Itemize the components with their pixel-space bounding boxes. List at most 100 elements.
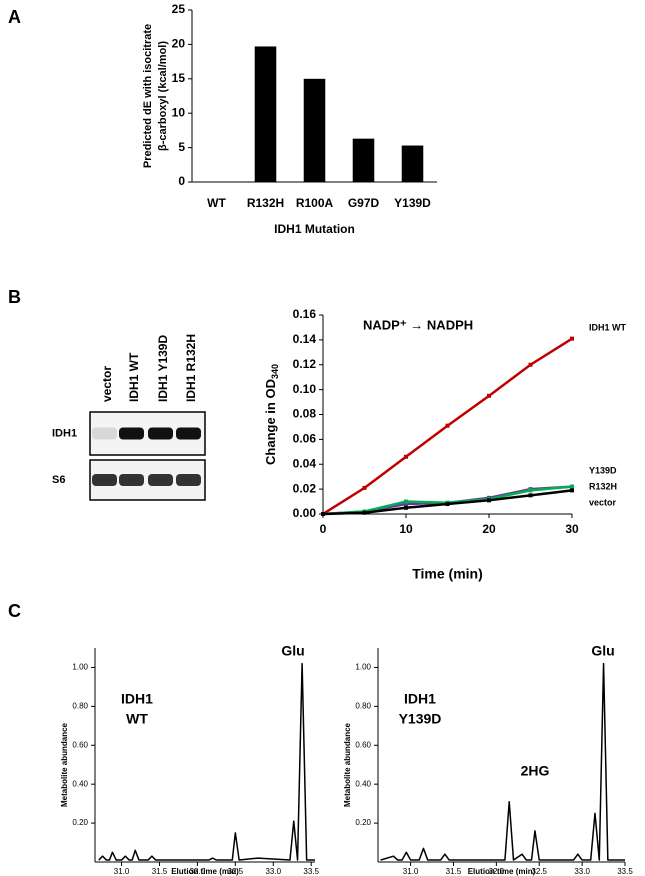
blot-band — [148, 427, 173, 440]
x-tick-label: 32.0 — [190, 867, 206, 876]
x-tick-label: 33.5 — [303, 867, 319, 876]
sample-label: Y139D — [399, 711, 442, 727]
marker — [445, 502, 450, 507]
marker — [404, 502, 408, 507]
peak-label: 2HG — [521, 763, 550, 779]
blot-band — [176, 427, 201, 440]
x-tick-label: 32.5 — [531, 867, 547, 876]
marker — [528, 493, 533, 498]
y-tick-label: 0.20 — [72, 818, 88, 827]
peak-label: Glu — [281, 643, 304, 659]
y-axis-label: Metabolite abundance — [60, 722, 69, 807]
y-tick-label: 0 — [178, 174, 185, 188]
marker — [487, 498, 491, 503]
x-axis-label: IDH1 Mutation — [274, 222, 355, 236]
marker — [570, 336, 574, 341]
sample-label: IDH1 — [404, 691, 436, 707]
y-tick-label: 0.12 — [293, 357, 317, 371]
marker — [404, 505, 408, 510]
y-tick-label: 1.00 — [355, 663, 371, 672]
panel-label: C — [8, 601, 21, 621]
marker — [570, 488, 574, 493]
blot-band — [92, 427, 117, 440]
bar — [401, 145, 424, 182]
lane-label: IDH1 Y139D — [156, 335, 170, 402]
y-tick-label: 0.06 — [293, 432, 317, 446]
y-tick-label: 0.20 — [355, 818, 371, 827]
x-tick-label: 31.5 — [446, 867, 462, 876]
blot-band — [176, 474, 201, 486]
sample-label: WT — [126, 711, 148, 727]
y-tick-label: 0.16 — [293, 307, 317, 321]
x-tick-label: Y139D — [394, 196, 431, 210]
x-tick-label: R100A — [296, 196, 334, 210]
series-label: Y139D — [589, 465, 617, 475]
y-tick-label: 5 — [178, 140, 185, 154]
y-tick-label: 10 — [172, 105, 186, 119]
y-axis-label: β-carboxyl (kcal/mol) — [157, 41, 169, 151]
y-tick-label: 0.08 — [293, 407, 317, 421]
annotation: NADP⁺ → NADPH — [363, 317, 473, 332]
lane-label: vector — [100, 366, 114, 402]
bar — [352, 138, 375, 182]
marker — [321, 512, 325, 516]
marker — [570, 484, 574, 489]
lane-label: IDH1 WT — [127, 352, 141, 402]
y-tick-label: 0.10 — [293, 382, 317, 396]
blot-band — [92, 474, 117, 486]
marker — [362, 485, 367, 490]
x-tick-label: WT — [207, 196, 226, 210]
x-tick-label: 33.0 — [265, 867, 281, 876]
row-label: S6 — [52, 474, 65, 486]
x-axis-label: Elution time (min) — [171, 867, 239, 876]
series-label: R132H — [589, 481, 617, 491]
chromatogram-line — [98, 662, 315, 861]
row-label: IDH1 — [52, 427, 77, 439]
x-tick-label: 0 — [320, 522, 327, 536]
y-axis-label: Predicted dE with isocitrate — [142, 24, 154, 168]
y-axis-label: Change in OD340 — [263, 364, 280, 465]
y-tick-label: 0.04 — [293, 456, 317, 470]
y-tick-label: 0.40 — [72, 779, 88, 788]
y-tick-label: 0.80 — [72, 701, 88, 710]
marker — [404, 454, 408, 459]
bar — [254, 46, 277, 182]
y-tick-label: 0.80 — [355, 701, 371, 710]
y-tick-label: 0.00 — [293, 506, 317, 520]
y-tick-label: 25 — [172, 2, 186, 16]
x-tick-label: 33.0 — [574, 867, 590, 876]
marker — [528, 362, 533, 367]
x-tick-label: 32.5 — [228, 867, 244, 876]
y-axis-label-sub: 340 — [270, 364, 280, 379]
peak-label: Glu — [591, 643, 614, 659]
y-tick-label: 0.60 — [355, 740, 371, 749]
panel-label: B — [8, 287, 21, 307]
bar — [303, 78, 326, 182]
y-tick-label: 0.02 — [293, 481, 317, 495]
y-tick-label: 20 — [172, 37, 186, 51]
x-tick-label: 33.5 — [617, 867, 633, 876]
y-tick-label: 0.40 — [355, 779, 371, 788]
marker — [404, 499, 408, 504]
marker — [528, 488, 533, 493]
y-axis-label: Metabolite abundance — [343, 722, 352, 807]
x-tick-label: 31.0 — [403, 867, 419, 876]
y-axis-label-text: Change in OD — [263, 379, 278, 465]
y-tick-label: 0.14 — [293, 332, 317, 346]
x-axis-label: Time (min) — [412, 566, 483, 582]
x-tick-label: 32.0 — [489, 867, 505, 876]
series-label: vector — [589, 497, 617, 507]
x-axis-label: Elution time (min) — [468, 867, 536, 876]
x-tick-label: R132H — [247, 196, 284, 210]
marker — [362, 510, 367, 515]
lane-label: IDH1 R132H — [184, 334, 198, 402]
y-tick-label: 1.00 — [72, 663, 88, 672]
marker — [487, 393, 491, 398]
marker — [445, 423, 450, 428]
blot-band — [119, 427, 144, 440]
blot-band — [148, 474, 173, 486]
x-tick-label: 10 — [399, 522, 413, 536]
x-tick-label: 30 — [565, 522, 579, 536]
y-tick-label: 0.60 — [72, 740, 88, 749]
